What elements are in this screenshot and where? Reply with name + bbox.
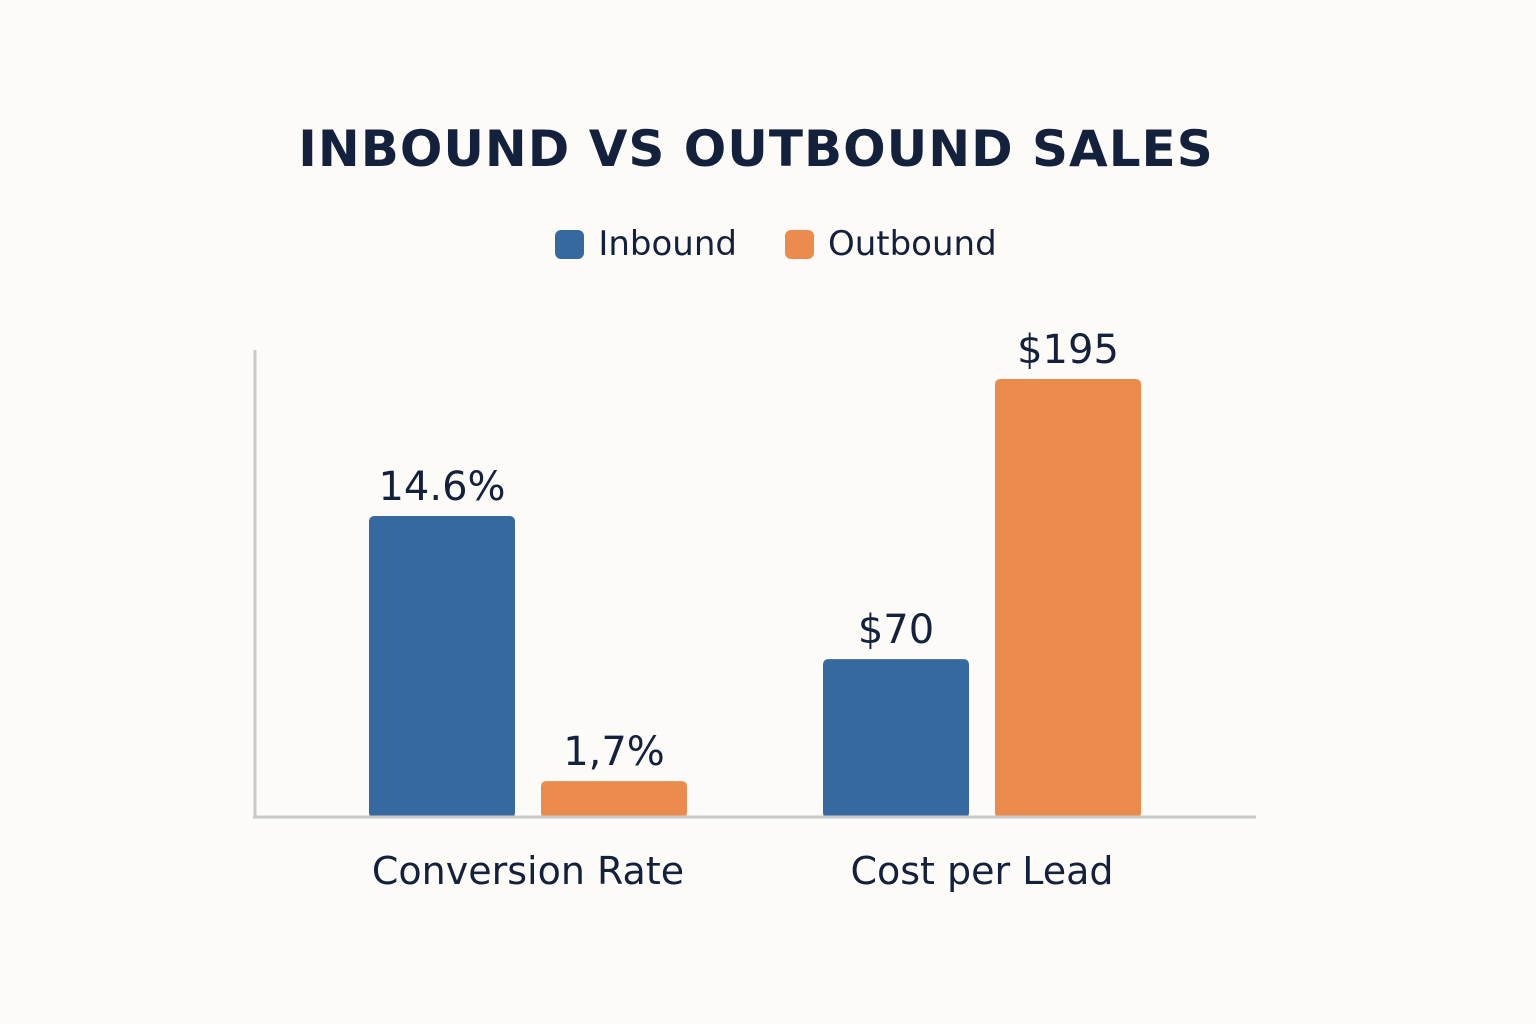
- data-label-inbound-1: $70: [858, 607, 934, 653]
- bar-inbound-0: [369, 516, 515, 818]
- chart-title: INBOUND VS OUTBOUND SALES: [298, 120, 1214, 178]
- bar-outbound-0: [541, 781, 687, 818]
- legend-label-outbound: Outbound: [827, 224, 997, 264]
- data-label-outbound-0: 1,7%: [563, 729, 665, 775]
- legend-swatch-inbound: [555, 229, 585, 259]
- bar-outbound-1: [995, 379, 1141, 818]
- bar-inbound-1: [823, 659, 969, 818]
- chart-legend: Inbound Outbound: [0, 222, 1536, 266]
- legend-item-outbound: Outbound: [784, 222, 997, 266]
- legend-item-inbound: Inbound: [555, 222, 737, 266]
- x-tick-label-1: Cost per Lead: [850, 849, 1113, 893]
- legend-label-inbound: Inbound: [598, 224, 737, 264]
- x-tick-label-0: Conversion Rate: [372, 849, 684, 893]
- data-label-inbound-0: 14.6%: [378, 464, 505, 510]
- legend-swatch-outbound: [784, 229, 814, 259]
- data-label-outbound-1: $195: [1017, 327, 1119, 373]
